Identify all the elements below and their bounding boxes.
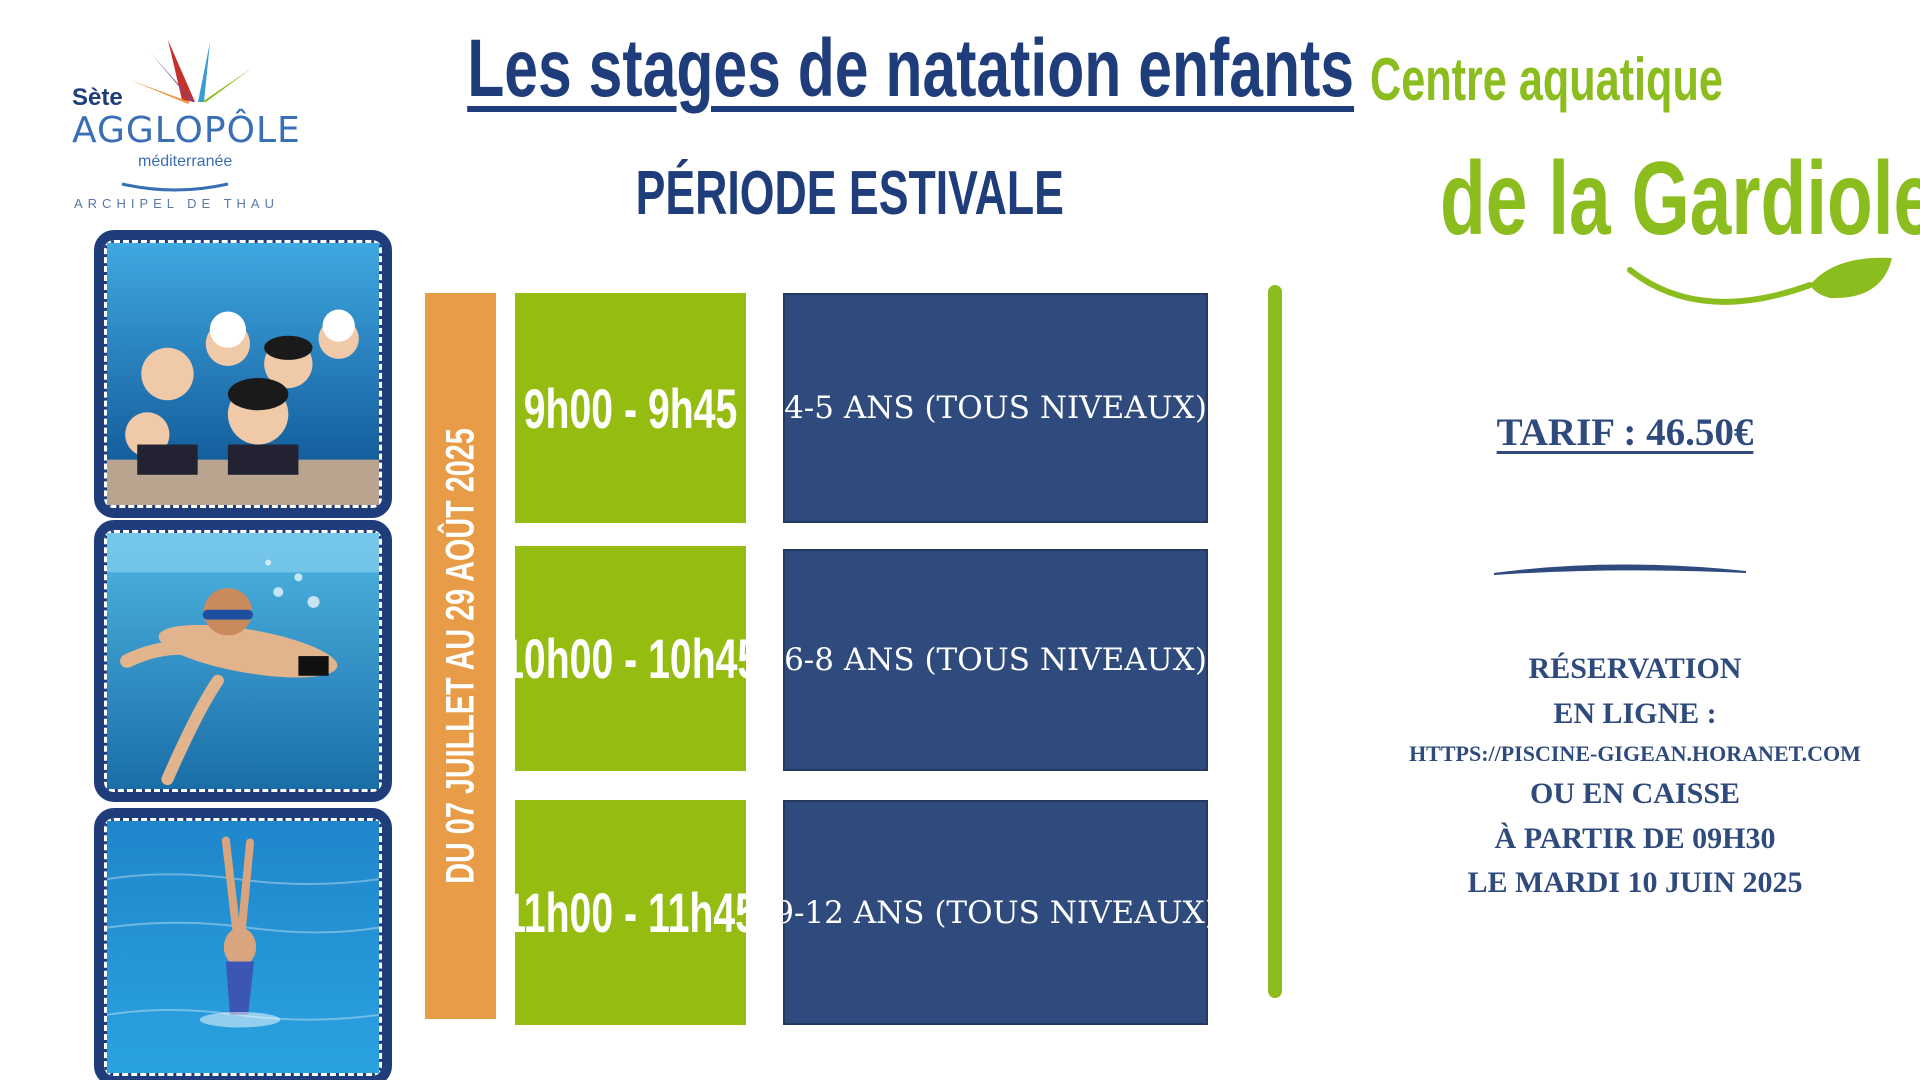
- date-range-text: DU 07 JUILLET AU 29 AOÛT 2025: [438, 428, 482, 884]
- page-subtitle: PÉRIODE ESTIVALE: [635, 159, 1064, 228]
- logo-city: Sète: [72, 84, 123, 111]
- reservation-time: À PARTIR DE 09H30: [1494, 822, 1776, 855]
- group-swimmers-photo: [94, 230, 392, 518]
- logo-tagline: ARCHIPEL DE THAU: [74, 196, 279, 211]
- synchronized-swimmer-photo: [94, 808, 392, 1080]
- session-ages-label: 4-5 ANS (TOUS NIVEAUX): [784, 390, 1207, 426]
- underwater-swimmer-photo: [94, 520, 392, 802]
- reservation-date: LE MARDI 10 JUIN 2025: [1467, 866, 1803, 899]
- reservation-heading: RÉSERVATION: [1528, 652, 1742, 685]
- reservation-url[interactable]: HTTPS://PISCINE-GIGEAN.HORANET.COM: [1409, 741, 1861, 766]
- date-range-banner: DU 07 JUILLET AU 29 AOÛT 2025: [425, 293, 496, 1019]
- vertical-divider: [1268, 285, 1282, 998]
- venue-name-line1: Centre aquatique: [1370, 46, 1723, 113]
- session-time-3: 11h00 - 11h45: [504, 800, 757, 1025]
- session-time-1: 9h00 - 9h45: [515, 293, 746, 523]
- page-title: Les stages de natation enfants: [467, 23, 1355, 114]
- price-label: TARIF : 46.50€: [1496, 411, 1754, 454]
- reservation-online: EN LIGNE :: [1553, 697, 1717, 730]
- session-ages-label: 9-12 ANS (TOUS NIVEAUX): [774, 894, 1217, 931]
- logo-wave-icon: [121, 182, 229, 192]
- session-ages-3: 9-12 ANS (TOUS NIVEAUX): [774, 800, 1217, 1025]
- session-ages-2: 6-8 ANS (TOUS NIVEAUX): [783, 549, 1208, 771]
- session-time-label: 11h00 - 11h45: [504, 881, 757, 944]
- logo-brand: AGGLOPÔLE: [72, 110, 301, 151]
- session-time-label: 10h00 - 10h45: [501, 627, 760, 690]
- session-time-2: 10h00 - 10h45: [502, 546, 759, 771]
- logo-region: méditerranée: [138, 153, 233, 170]
- session-time-label: 9h00 - 9h45: [523, 376, 738, 440]
- session-ages-label: 6-8 ANS (TOUS NIVEAUX): [784, 642, 1207, 678]
- venue-name-line2: de la Gardiole: [1440, 141, 1920, 257]
- agglopole-logo: Sète AGGLOPÔLE méditerranée ARCHIPEL DE …: [60, 40, 300, 215]
- reservation-counter: OU EN CAISSE: [1529, 777, 1741, 810]
- sun-rays-icon: [130, 40, 252, 104]
- session-ages-1: 4-5 ANS (TOUS NIVEAUX): [783, 293, 1208, 523]
- wave-divider-icon: [1493, 564, 1747, 575]
- leaf-swoosh-icon: [1627, 257, 1892, 305]
